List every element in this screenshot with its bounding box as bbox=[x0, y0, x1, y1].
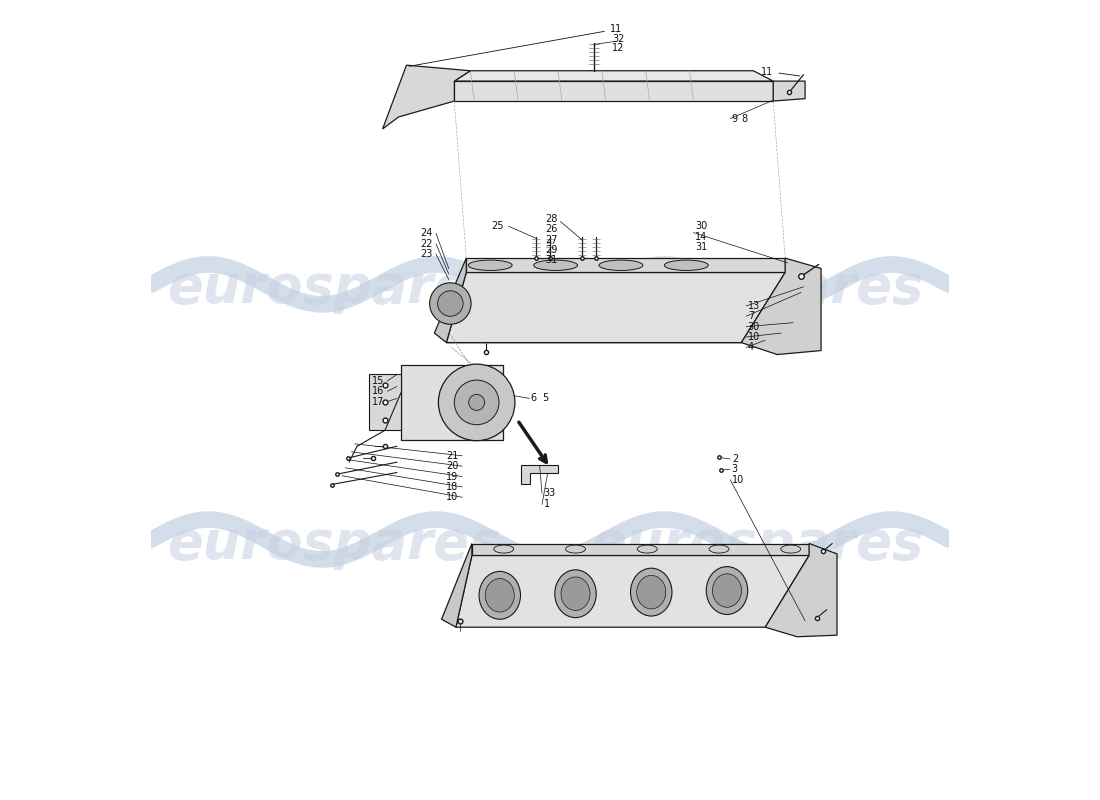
Circle shape bbox=[439, 364, 515, 441]
Ellipse shape bbox=[664, 260, 708, 270]
Polygon shape bbox=[454, 81, 773, 101]
Polygon shape bbox=[400, 365, 503, 440]
Text: 7: 7 bbox=[748, 311, 754, 322]
Text: eurospares: eurospares bbox=[167, 262, 501, 314]
Text: 11: 11 bbox=[409, 24, 622, 66]
Text: 4: 4 bbox=[748, 342, 754, 352]
Text: 20: 20 bbox=[446, 461, 459, 471]
Polygon shape bbox=[455, 555, 810, 627]
Polygon shape bbox=[368, 374, 400, 430]
Polygon shape bbox=[472, 543, 810, 555]
Ellipse shape bbox=[534, 260, 578, 270]
Text: 22: 22 bbox=[420, 238, 432, 249]
Text: 33: 33 bbox=[543, 488, 556, 498]
Text: eurospares: eurospares bbox=[590, 518, 923, 570]
Text: 1: 1 bbox=[543, 499, 550, 510]
Text: 14: 14 bbox=[695, 231, 707, 242]
Text: 23: 23 bbox=[420, 249, 432, 259]
Text: 26: 26 bbox=[546, 224, 558, 234]
Text: 6: 6 bbox=[531, 394, 537, 403]
Circle shape bbox=[454, 380, 499, 425]
Ellipse shape bbox=[478, 571, 520, 619]
Text: 30: 30 bbox=[695, 222, 707, 231]
Text: eurospares: eurospares bbox=[167, 518, 501, 570]
Text: 10: 10 bbox=[732, 474, 744, 485]
Ellipse shape bbox=[630, 568, 672, 616]
Text: eurospares: eurospares bbox=[590, 262, 923, 314]
Circle shape bbox=[438, 290, 463, 316]
Text: 5: 5 bbox=[542, 394, 548, 403]
Polygon shape bbox=[454, 70, 773, 81]
Text: 16: 16 bbox=[372, 386, 384, 396]
Text: 27: 27 bbox=[546, 234, 558, 245]
Polygon shape bbox=[741, 258, 821, 354]
Text: 11: 11 bbox=[761, 66, 800, 77]
Ellipse shape bbox=[565, 545, 585, 553]
Polygon shape bbox=[441, 543, 472, 627]
Ellipse shape bbox=[781, 545, 801, 553]
Ellipse shape bbox=[561, 577, 590, 610]
Text: 31: 31 bbox=[695, 242, 707, 252]
Ellipse shape bbox=[706, 566, 748, 614]
Ellipse shape bbox=[494, 545, 514, 553]
Text: 25: 25 bbox=[492, 222, 504, 231]
Ellipse shape bbox=[485, 578, 515, 612]
Circle shape bbox=[469, 394, 485, 410]
Text: 24: 24 bbox=[420, 228, 432, 238]
Polygon shape bbox=[766, 543, 837, 637]
Text: 32: 32 bbox=[613, 34, 625, 44]
Ellipse shape bbox=[637, 545, 657, 553]
Text: 18: 18 bbox=[447, 482, 459, 492]
Circle shape bbox=[430, 283, 471, 324]
Text: 8: 8 bbox=[741, 114, 748, 123]
Text: 13: 13 bbox=[748, 301, 760, 311]
Ellipse shape bbox=[600, 260, 642, 270]
Polygon shape bbox=[447, 273, 785, 342]
Polygon shape bbox=[773, 81, 805, 101]
Text: 10: 10 bbox=[748, 332, 760, 342]
Text: 15: 15 bbox=[372, 376, 384, 386]
Text: 2: 2 bbox=[732, 454, 738, 464]
Polygon shape bbox=[466, 258, 785, 273]
Ellipse shape bbox=[637, 575, 666, 609]
Ellipse shape bbox=[713, 574, 741, 607]
Text: 31: 31 bbox=[546, 255, 558, 266]
Polygon shape bbox=[434, 258, 466, 342]
Ellipse shape bbox=[469, 260, 513, 270]
Text: 17: 17 bbox=[372, 397, 384, 406]
Text: 9: 9 bbox=[732, 114, 738, 123]
Text: 29: 29 bbox=[546, 245, 558, 255]
Text: 12: 12 bbox=[613, 43, 625, 54]
Polygon shape bbox=[383, 65, 471, 129]
Text: 3: 3 bbox=[732, 464, 738, 474]
Text: 19: 19 bbox=[447, 471, 459, 482]
Polygon shape bbox=[521, 466, 558, 484]
Text: 10: 10 bbox=[447, 492, 459, 502]
Ellipse shape bbox=[554, 570, 596, 618]
Text: 30: 30 bbox=[748, 322, 760, 332]
Text: 21: 21 bbox=[446, 451, 459, 461]
Ellipse shape bbox=[710, 545, 729, 553]
Text: 28: 28 bbox=[546, 214, 558, 224]
